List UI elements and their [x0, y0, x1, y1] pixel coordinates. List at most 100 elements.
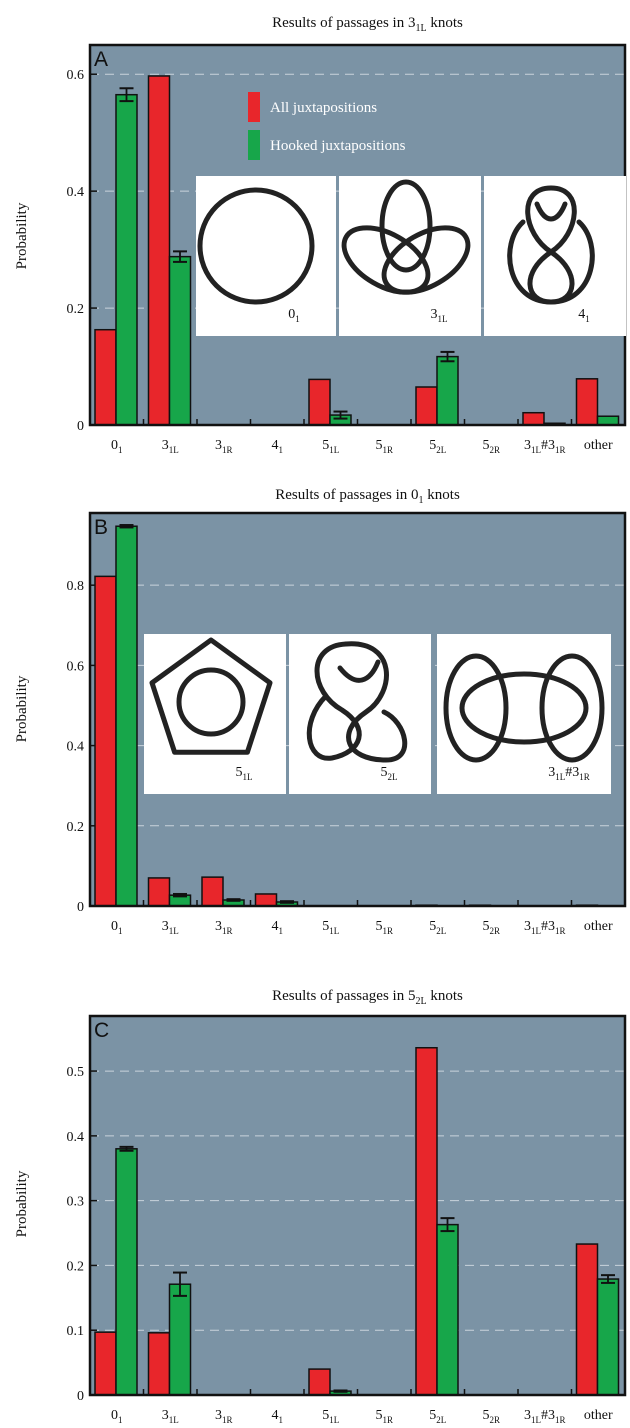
error-bar-0	[119, 524, 134, 529]
knot-image-cinquefoil: 51L	[144, 634, 286, 794]
y-tick-label: 0.4	[67, 185, 85, 200]
x-tick-label: 52L	[429, 438, 446, 455]
knot-strand	[306, 641, 362, 761]
x-tick-label: other	[584, 919, 613, 934]
knot-strand	[379, 179, 433, 273]
x-tick-label: 51L	[322, 438, 339, 455]
knot-image-three-twist: 52L	[289, 634, 431, 794]
bar-all-3	[254, 893, 278, 907]
bar-all-8	[522, 411, 545, 426]
x-tick-label: 41	[272, 919, 284, 936]
knot-strand	[539, 653, 605, 763]
y-tick-label: 0	[77, 1389, 84, 1404]
y-tick-label: 0.6	[67, 659, 85, 674]
knot-label: 51L	[236, 765, 253, 782]
knot-strand	[197, 187, 315, 305]
x-tick-label: 52L	[429, 1408, 446, 1425]
bar-all-1	[147, 75, 171, 426]
knot-image-figure-eight: 41	[484, 176, 626, 336]
knot-strand	[341, 225, 431, 295]
bar-all-6	[415, 1046, 438, 1396]
x-tick-label: 51R	[375, 1408, 393, 1425]
bar-all-9	[575, 1243, 599, 1396]
x-tick-label: 31R	[215, 438, 233, 455]
error-bar-1	[173, 1271, 187, 1297]
x-tick-label: 52R	[482, 919, 500, 936]
error-bar-6	[440, 350, 455, 363]
knot-image-unknot: 01	[196, 176, 336, 336]
x-tick-label: 52R	[482, 1408, 500, 1425]
knot-image-trefoil: 31L	[339, 176, 481, 336]
error-bar-1	[173, 892, 187, 898]
x-tick-label: other	[584, 1408, 613, 1423]
panel-c: Results of passages in 52L knots 0 0.1 0.2 0…	[14, 988, 627, 1425]
plot-frame	[88, 1014, 627, 1397]
plot-frame	[88, 511, 627, 908]
chart-title: Results of passages in 31L knots	[272, 15, 463, 34]
x-tick-label: 31L	[162, 919, 179, 936]
error-bar-4	[333, 1389, 348, 1393]
x-tick-label: other	[584, 438, 613, 453]
error-bar-0	[119, 87, 134, 103]
y-tick-label: 0.6	[67, 68, 85, 83]
y-axis-label: Probability	[14, 675, 30, 742]
knot-strand	[381, 225, 471, 295]
bar-hooked-0	[115, 525, 138, 907]
y-tick-label: 0.4	[67, 740, 85, 755]
chart-title: Results of passages in 52L knots	[272, 988, 463, 1007]
x-tick-label: 51L	[322, 919, 339, 936]
x-tick-label: 31R	[215, 1408, 233, 1425]
panel-letter: A	[94, 48, 108, 71]
legend-swatch-1	[248, 130, 260, 160]
panel-letter: B	[94, 516, 108, 539]
bar-all-1	[147, 1332, 171, 1396]
legend-swatch-0	[248, 92, 260, 122]
knot-image-background	[144, 634, 286, 794]
bar-hooked-0	[115, 1148, 138, 1396]
chart-title: Results of passages in 01 knots	[275, 487, 460, 506]
bar-hooked-1	[168, 1283, 192, 1396]
x-tick-label: 51R	[375, 919, 393, 936]
x-tick-label: 31R	[215, 919, 233, 936]
bar-all-0	[94, 1331, 117, 1396]
knot-label: 52L	[381, 765, 398, 782]
knot-image-background	[339, 176, 481, 336]
bar-hooked-6	[436, 1223, 459, 1396]
legend-label-1: Hooked juxtapositions	[270, 138, 406, 154]
x-tick-label: 52L	[429, 919, 446, 936]
error-bar-9	[601, 1274, 615, 1284]
x-tick-label: 31L#31R	[524, 1408, 566, 1425]
x-tick-label: 51R	[375, 438, 393, 455]
knot-strand	[176, 667, 246, 737]
error-bar-6	[440, 1217, 455, 1233]
bar-all-6	[415, 386, 438, 426]
panel-letter: C	[94, 1019, 109, 1042]
bar-all-0	[94, 328, 117, 426]
x-tick-label: 41	[272, 1408, 284, 1425]
x-tick-label: 31L	[162, 438, 179, 455]
y-tick-label: 0.2	[67, 1259, 85, 1274]
x-tick-label: 41	[272, 438, 284, 455]
bar-all-9	[575, 378, 599, 426]
bar-hooked-0	[115, 93, 138, 426]
knot-strand	[507, 185, 575, 305]
y-axis-label: Probability	[14, 202, 30, 269]
error-bar-3	[280, 900, 294, 904]
knot-label: 31L	[431, 307, 448, 324]
knot-label: 41	[578, 307, 590, 324]
bar-hooked-9	[596, 1278, 620, 1396]
bar-all-0	[94, 575, 117, 907]
y-tick-label: 0.8	[67, 579, 85, 594]
bar-all-4	[308, 1368, 331, 1396]
y-tick-label: 0.3	[67, 1195, 85, 1210]
error-bar-4	[333, 410, 348, 420]
panel-b: Results of passages in 01 knots 0 0.2 0.4 0.…	[14, 487, 627, 936]
knot-label: 31L#31R	[548, 765, 590, 782]
knot-strand	[343, 641, 408, 763]
y-axis-label: Probability	[14, 1170, 30, 1237]
y-tick-label: 0.2	[67, 302, 85, 317]
x-tick-label: 31L#31R	[524, 438, 566, 455]
x-tick-label: 01	[111, 919, 123, 936]
legend: All juxtapositions Hooked juxtapositions	[248, 92, 406, 160]
knot-label: 01	[288, 307, 300, 324]
